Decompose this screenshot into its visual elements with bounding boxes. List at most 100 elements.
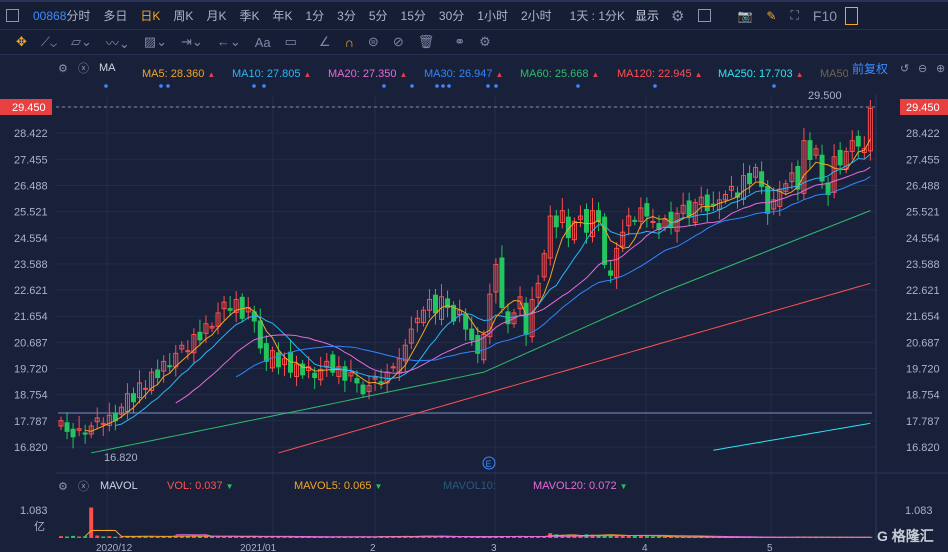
volume-bar (524, 536, 529, 538)
y-tick-label-left: 26.488 (14, 180, 48, 192)
period-tab[interactable]: 15分 (400, 9, 426, 23)
trash-icon[interactable]: 🗑 (417, 34, 435, 49)
vol-indicator-select[interactable]: MAVOL (100, 480, 138, 492)
zoom-out-icon[interactable]: ⊖ (918, 62, 928, 75)
period-tab[interactable]: 1小时 (477, 9, 508, 23)
volume-bar (83, 536, 88, 538)
ma250-line (713, 422, 871, 451)
period-tab[interactable]: 30分 (438, 9, 465, 23)
candle-up (94, 417, 100, 423)
camera-icon[interactable]: 📷 (737, 8, 753, 23)
ma-settings-icon[interactable]: ⚙ (58, 62, 68, 75)
comment-tool-icon[interactable]: ▭ (284, 34, 297, 49)
x-tick-label: 2 (370, 543, 376, 552)
candle-down (300, 363, 306, 376)
ma-indicator-select[interactable]: MA (99, 62, 116, 74)
candle-up (771, 199, 777, 210)
range-tool-icon[interactable]: ⇥⌄ (181, 34, 203, 49)
angle-tool-icon[interactable]: ∠ (318, 34, 331, 49)
period-tab[interactable]: 2小时 (520, 9, 552, 23)
watermark-text: 格隆汇 (891, 528, 934, 544)
text-tool-icon[interactable]: Aa (254, 34, 271, 50)
reset-icon[interactable]: ↺ (900, 62, 910, 75)
volume-bar (191, 536, 196, 538)
vol-close-icon[interactable]: ⓧ (78, 481, 89, 493)
arrow-tool-icon[interactable]: ←⌄ (216, 34, 241, 49)
trend-up-icon: ▲ (694, 70, 703, 79)
period-tab[interactable]: 分时 (66, 9, 91, 23)
ma-legend-item: MA30: 26.947 ▲ (424, 68, 503, 80)
tool-settings-icon[interactable]: ⚙ (479, 34, 491, 49)
volume-bar (77, 536, 82, 538)
vol-value: VOL: 0.037 ▼ (167, 480, 234, 492)
pencil-icon[interactable]: ✎ (766, 8, 777, 23)
volume-bar (342, 536, 347, 538)
settings-icon[interactable]: ⚙ (671, 7, 685, 25)
zoom-in-icon[interactable]: ⊕ (936, 62, 946, 75)
candle-up (547, 215, 553, 259)
y-tick-label-left: 21.654 (14, 311, 48, 323)
f10-button[interactable]: F10 (812, 7, 838, 24)
period-tab[interactable]: 5分 (368, 9, 388, 23)
polygon-tool-icon[interactable]: ▱⌄ (71, 34, 92, 49)
fullscreen-icon[interactable]: ⛶ (790, 8, 799, 22)
volume-bar (705, 537, 710, 538)
volume-bar (185, 536, 190, 538)
ma-legend-label: MA20: 27.350 (328, 68, 397, 80)
current-price-badge-left (0, 99, 52, 115)
period-tab[interactable]: 季K (239, 9, 260, 23)
y-tick-label-left: 18.754 (14, 390, 48, 402)
period-tab[interactable]: 年K (272, 9, 293, 23)
ma-close-icon[interactable]: ⓧ (78, 63, 89, 75)
candle-down (644, 203, 650, 217)
line-tool-icon[interactable]: ⟋⌄ (40, 34, 58, 49)
candle-up (58, 420, 64, 427)
volume-bar (481, 536, 486, 538)
period-tab[interactable]: 月K (206, 9, 227, 23)
period-tab[interactable]: 周K (173, 9, 194, 23)
y-tick-label-right: 26.488 (906, 180, 940, 192)
candle-down (807, 140, 813, 160)
period-tab[interactable]: 多日 (103, 9, 128, 23)
mavol10-value: MAVOL10: (443, 480, 496, 492)
volume-bar (210, 536, 214, 538)
event-marker (252, 84, 256, 88)
wave-tool-icon[interactable]: 〰⌄ (105, 35, 130, 51)
volume-bar (179, 535, 184, 538)
candle-down (432, 294, 438, 314)
sidebar-toggle-icon[interactable] (6, 9, 19, 22)
candle-up (698, 196, 704, 206)
interval-select[interactable]: 1天 : 1分K (569, 9, 625, 23)
hide-icon[interactable]: ⊘ (392, 34, 404, 49)
stock-code[interactable]: 00868 (33, 8, 67, 23)
move-icon[interactable]: ✥ (16, 34, 27, 49)
adjust-button[interactable]: 前复权 (852, 61, 889, 76)
volume-bar (620, 535, 625, 538)
sync-icon[interactable]: ⊜ (367, 34, 379, 49)
volume-bar (300, 537, 305, 538)
low-label: 16.820 (104, 452, 138, 464)
volume-bar (107, 536, 112, 538)
volume-bar (276, 536, 281, 538)
magnet-icon[interactable]: ∩ (344, 34, 354, 50)
y-tick-label-left: 20.687 (14, 337, 48, 349)
candle-up (680, 204, 686, 214)
display-select[interactable]: 显示 (635, 9, 660, 23)
overlay-icon[interactable]: ⚭ (454, 34, 466, 49)
volume-bar (65, 536, 70, 538)
candle-up (535, 282, 541, 298)
period-tab[interactable]: 1分 (305, 9, 325, 23)
candle-down (759, 171, 765, 187)
vol-settings-icon[interactable]: ⚙ (58, 480, 68, 493)
ma-legend-item: MA10: 27.805 ▲ (232, 68, 311, 80)
period-tab[interactable]: 3分 (337, 9, 356, 23)
candle-down (602, 216, 608, 265)
layout-icon[interactable] (698, 9, 712, 22)
y-tick-label-left: 16.820 (14, 442, 48, 454)
volume-bar (505, 536, 510, 538)
period-tab[interactable]: 日K (140, 9, 161, 23)
panel-toggle-icon[interactable] (845, 6, 859, 25)
fib-tool-icon[interactable]: ▨⌄ (143, 34, 168, 49)
volume-bar (439, 536, 444, 538)
